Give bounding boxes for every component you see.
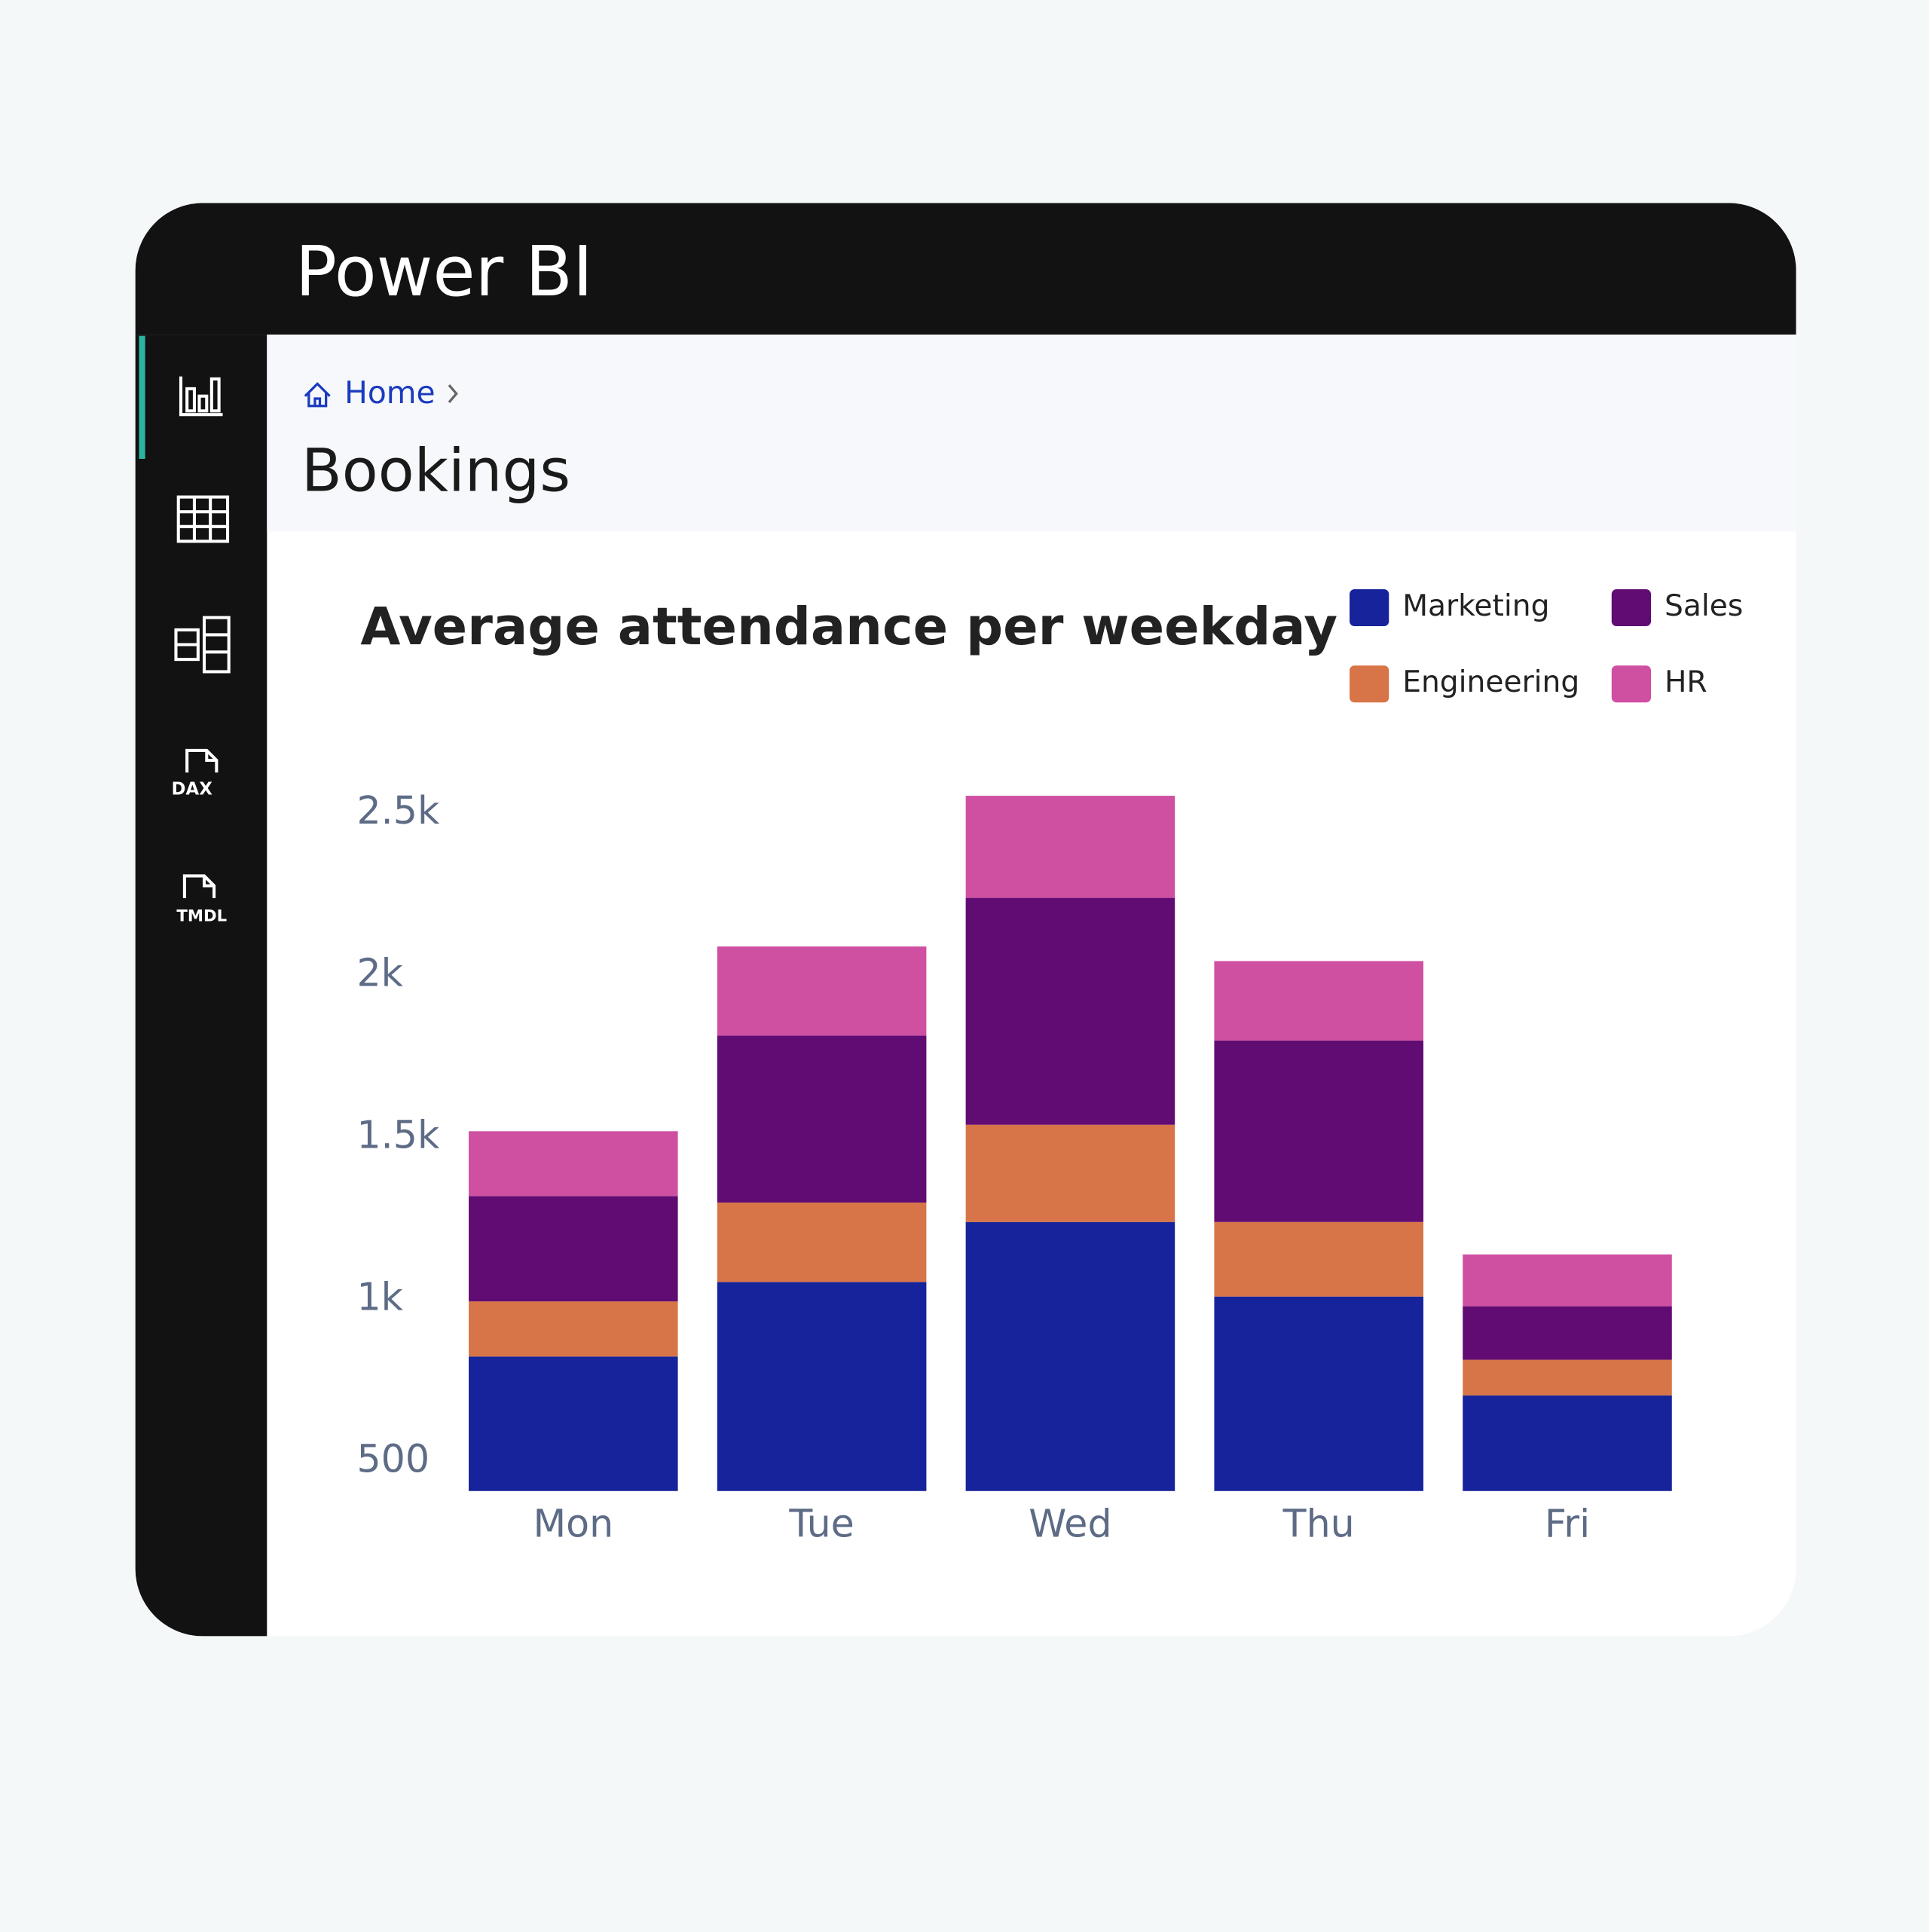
report-icon[interactable] [179,376,223,417]
table-icon[interactable] [176,495,230,543]
breadcrumb-home[interactable]: Home [344,374,435,411]
bar-segment [717,1035,927,1203]
bar-segment [469,1131,678,1197]
sidebar [135,335,267,1637]
y-tick-label: 1k [356,1274,403,1319]
breadcrumb-chevron [448,384,458,403]
page-header [267,335,1796,532]
legend-swatch [1611,665,1652,703]
bar-segment [1463,1395,1672,1491]
x-tick-label: Tue [788,1502,854,1546]
legend-swatch [1350,665,1389,703]
bar-segment [965,1124,1175,1222]
legend-label: Marketing [1402,589,1549,623]
bar-segment [1214,1040,1423,1222]
bar-segment [1214,1296,1423,1491]
active-indicator [139,335,145,459]
bar-segment [1214,961,1423,1041]
bar-segment [1463,1254,1672,1307]
home-icon [304,382,331,408]
legend-swatch [1611,589,1652,627]
bar-segment [717,1282,927,1491]
model-icon[interactable] [174,616,231,674]
legend-label: HR [1665,665,1707,699]
svg-text:DAX: DAX [172,780,213,799]
bar-segment [469,1356,678,1491]
chart-title: Average attendance per weekday [360,597,1337,657]
bar-segment [469,1196,678,1302]
bar-segment [1463,1306,1672,1360]
sidebar-icons: DAX TMDL [172,376,231,925]
tmdl-icon[interactable]: TMDL [176,874,227,925]
bar-segment [717,946,927,1036]
svg-text:TMDL: TMDL [176,906,227,925]
y-tick-label: 500 [356,1437,430,1481]
bar-segment [965,897,1175,1125]
app-title: Power BI [295,231,593,312]
bar-segment [965,796,1175,898]
bar-segment [717,1202,927,1282]
x-tick-label: Mon [533,1502,613,1546]
y-tick-label: 2k [356,950,403,995]
x-tick-label: Fri [1545,1502,1590,1546]
x-tick-label: Wed [1029,1502,1111,1546]
legend-label: Engineering [1402,665,1579,699]
page-title: Bookings [301,437,570,506]
x-tick-label: Thu [1282,1502,1355,1546]
bar-segment [965,1221,1175,1491]
legend-label: Sales [1665,589,1743,623]
y-tick-label: 2.5k [356,788,439,833]
bar-segment [1214,1221,1423,1297]
top-bar [135,203,1796,335]
bar-segment [1463,1359,1672,1396]
dax-icon[interactable]: DAX [172,748,219,799]
y-tick-label: 1.5k [356,1112,439,1157]
legend-swatch [1350,589,1389,627]
bar-segment [469,1301,678,1357]
